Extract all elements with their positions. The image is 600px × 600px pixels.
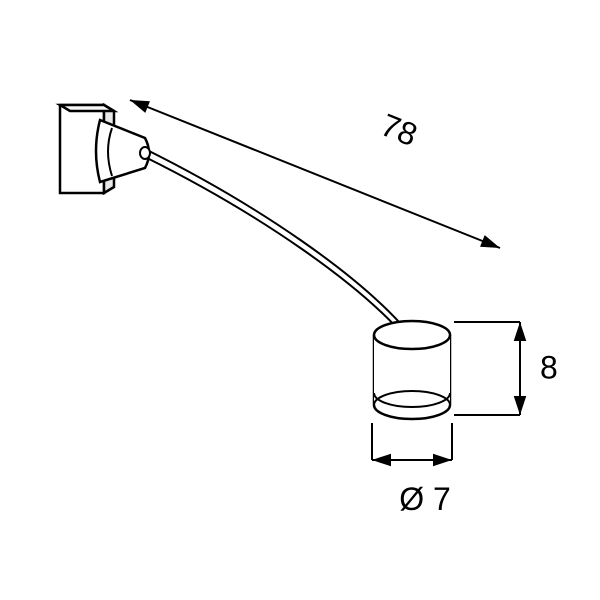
dim-d7-label: Ø 7 — [399, 481, 451, 517]
flex-arm-joint — [140, 147, 150, 159]
flex-arm-bottom — [145, 157, 407, 339]
arrowhead — [514, 322, 527, 341]
arrowhead — [480, 235, 500, 248]
dim-8-label: 8 — [540, 349, 558, 385]
technical-drawing: 78 8 Ø 7 — [0, 0, 600, 600]
dim-78-label: 78 — [376, 106, 422, 153]
arrowhead — [372, 454, 391, 467]
arrowhead — [130, 100, 150, 113]
mount-plate-top — [60, 105, 114, 111]
arrowhead — [514, 396, 527, 415]
dim-78-line — [130, 100, 500, 248]
arrowhead — [433, 454, 452, 467]
head-top-ellipse — [374, 321, 450, 349]
